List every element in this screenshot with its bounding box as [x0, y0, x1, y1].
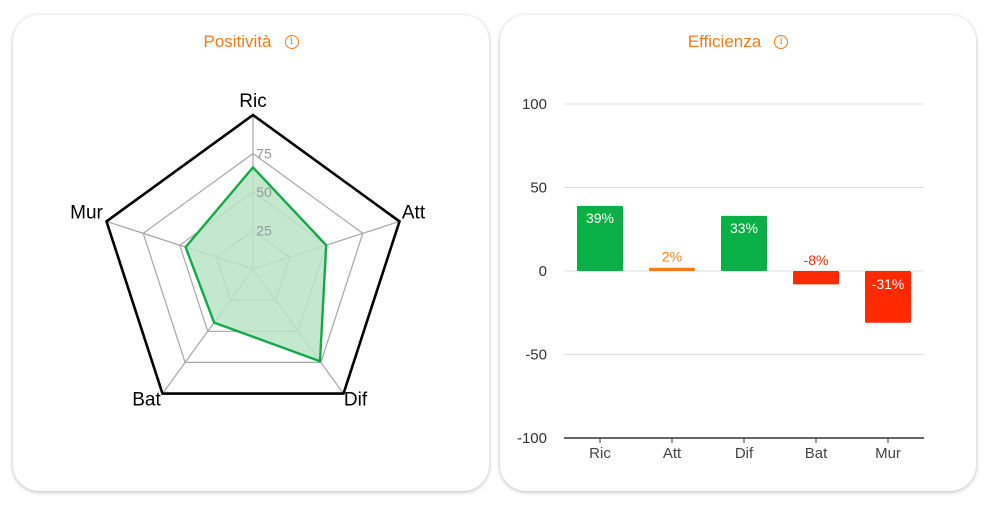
y-tick-label: -50	[525, 347, 547, 364]
y-tick-label: -100	[517, 430, 547, 447]
radar-axis-label: Ric	[239, 91, 266, 112]
radar-chart: 25 50 75 Ric Att Dif Bat Mur	[70, 91, 426, 411]
radar-outer-ring	[104, 113, 402, 395]
y-tick-label: 50	[530, 180, 547, 197]
efficiency-bar-chart: -100 -50 0 50 100 Ric 39% Att 2% Dif 33% Bat -8% Mur -…	[517, 96, 924, 462]
x-tick-label: Ric	[589, 445, 611, 462]
bar-mur	[865, 271, 911, 323]
radar-tick-label: 50	[256, 184, 272, 200]
bar-data-label: 2%	[662, 249, 682, 265]
bar-bat	[793, 271, 839, 285]
positivity-header: Positività i	[13, 31, 489, 53]
info-icon[interactable]: i	[284, 35, 299, 49]
positivity-card: Positività i 25 50 75 Ric Att Dif Bat Mur	[13, 15, 489, 491]
bar-data-label: 33%	[730, 220, 758, 236]
bar-data-label: -8%	[804, 252, 829, 268]
efficiency-card: Efficienza i -100 -50 0 50 100 Ric 39% Att 2% Dif…	[500, 15, 976, 491]
radar-axis-label: Dif	[344, 390, 368, 411]
bar-data-label: -31%	[872, 276, 905, 292]
radar-tick-label: 25	[256, 223, 272, 239]
x-tick-label: Att	[663, 445, 682, 462]
x-tick-label: Bat	[805, 445, 828, 462]
radar-axis-label: Bat	[132, 390, 161, 411]
radar-grid-ring	[142, 152, 364, 363]
efficiency-header: Efficienza i	[500, 31, 976, 53]
x-tick-label: Mur	[875, 445, 901, 462]
efficiency-title: Efficienza	[687, 32, 762, 51]
info-icon[interactable]: i	[774, 35, 789, 49]
radar-axis-label: Mur	[70, 202, 103, 223]
radar-tick-label: 75	[256, 146, 272, 162]
x-tick-label: Dif	[735, 445, 754, 462]
radar-axis-label: Att	[402, 202, 426, 223]
positivity-title: Positività	[203, 32, 272, 51]
bar-dif	[721, 215, 767, 271]
y-tick-label: 100	[522, 96, 547, 113]
bar-data-label: 39%	[586, 210, 614, 226]
bar-ric	[577, 205, 623, 271]
bar-att	[649, 267, 695, 271]
radar-series-area	[184, 166, 328, 363]
y-tick-label: 0	[539, 263, 547, 280]
